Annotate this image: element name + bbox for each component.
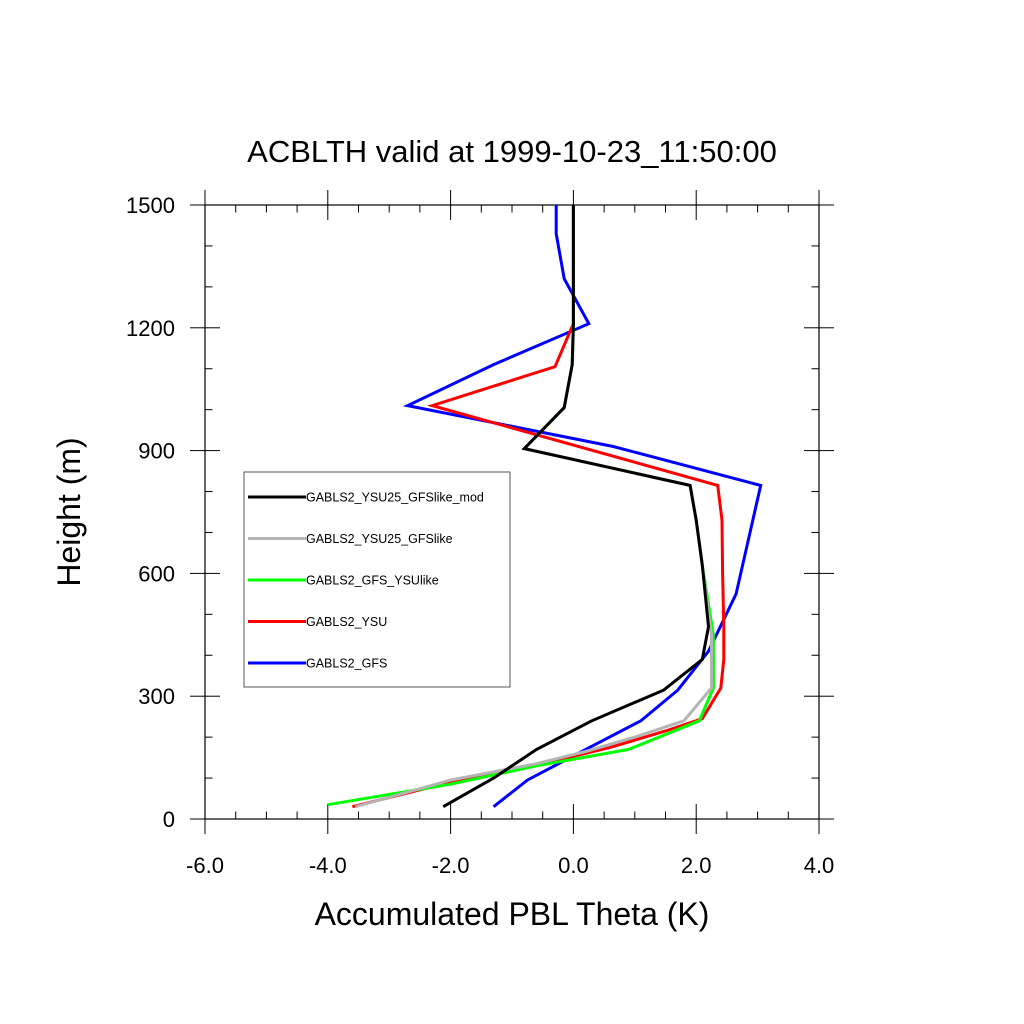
legend-item-gabls2-ysu25-gfslike-mod: GABLS2_YSU25_GFSlike_mod (248, 491, 484, 505)
legend-label: GABLS2_YSU25_GFSlike (306, 532, 453, 546)
x-axis-label: Accumulated PBL Theta (K) (315, 896, 710, 932)
y-tick-label: 300 (138, 684, 175, 709)
legend-label: GABLS2_YSU (306, 615, 387, 629)
y-tick-label: 0 (163, 807, 175, 832)
x-tick-label: 2.0 (681, 853, 712, 878)
x-tick-label: -4.0 (309, 853, 347, 878)
legend-item-gabls2-gfs-ysulike: GABLS2_GFS_YSUlike (248, 574, 439, 588)
y-tick-label: 1500 (126, 193, 175, 218)
x-tick-label: -6.0 (186, 853, 224, 878)
y-tick-label: 900 (138, 439, 175, 464)
x-tick-label: -2.0 (432, 853, 470, 878)
legend-label: GABLS2_GFS_YSUlike (306, 574, 439, 588)
legend-label: GABLS2_YSU25_GFSlike_mod (306, 491, 484, 505)
legend: GABLS2_YSU25_GFSlike_mod GABLS2_YSU25_GFS… (243, 471, 511, 688)
legend-item-gabls2-ysu: GABLS2_YSU (248, 615, 387, 629)
legend-item-gabls2-gfs: GABLS2_GFS (248, 657, 387, 671)
x-tick-label: 0.0 (558, 853, 589, 878)
y-tick-label: 1200 (126, 316, 175, 341)
chart-title: ACBLTH valid at 1999-10-23_11:50:00 (247, 134, 777, 169)
series-layer (327, 205, 763, 809)
series-line-gabls2-ysu25-gfslike-mod (442, 205, 711, 809)
axes: -6.0 -4.0 -2.0 0.0 2.0 4.0 0 300 600 900 1200 1500 (126, 190, 834, 878)
legend-item-gabls2-ysu25-gfslike: GABLS2_YSU25_GFSlike (248, 532, 453, 546)
y-tick-label: 600 (138, 561, 175, 586)
x-tick-label: 4.0 (804, 853, 835, 878)
legend-label: GABLS2_GFS (306, 657, 387, 671)
y-axis-label: Height (m) (51, 437, 87, 586)
